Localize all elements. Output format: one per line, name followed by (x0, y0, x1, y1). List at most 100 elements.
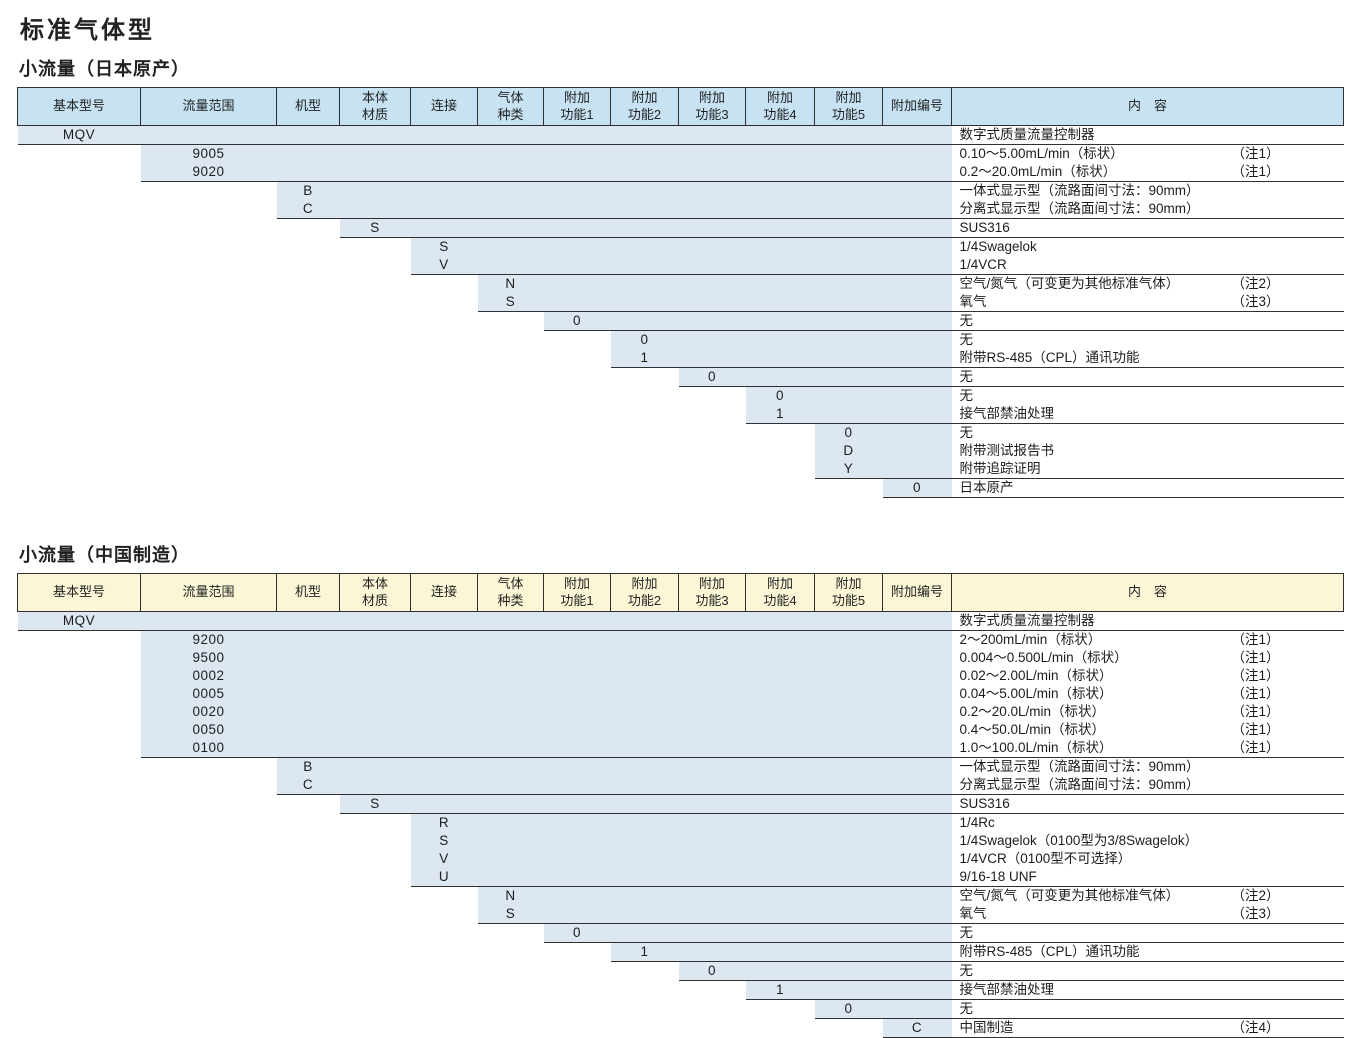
row-blank-space (17, 237, 411, 256)
content-text: 0.10～5.00mL/min（标状） (959, 146, 1124, 161)
content-cell: 0.04～5.00L/min（标状） （注1） (951, 685, 1344, 703)
content-cell: 一体式显示型（流路面间寸法：90mm） (951, 757, 1344, 776)
table-row: R 1/4Rc (17, 813, 1344, 832)
table-row: B 一体式显示型（流路面间寸法：90mm） (17, 181, 1344, 200)
row-blank-space (17, 256, 411, 275)
column-header: 本体 材质 (339, 87, 411, 126)
row-fill-span (276, 630, 952, 649)
content-cell: 一体式显示型（流路面间寸法：90mm） (951, 181, 1344, 200)
table-row: B 一体式显示型（流路面间寸法：90mm） (17, 757, 1344, 776)
table-subtitle-japan: 小流量（日本原产） (19, 59, 190, 79)
code-cell: MQV (17, 125, 141, 145)
table-row: MQV 数字式质量流量控制器 (17, 611, 1344, 631)
content-cell: 0.10～5.00mL/min（标状） （注1） (951, 144, 1344, 163)
row-fill-span (610, 311, 952, 331)
content-text: 0.02～2.00L/min（标状） (959, 668, 1113, 683)
content-text: 一体式显示型（流路面间寸法：90mm） (959, 183, 1200, 198)
row-fill-span (339, 200, 952, 219)
code-cell: 1 (745, 980, 815, 1000)
row-blank-space (17, 667, 141, 685)
content-cell: 1.0～100.0L/min（标状） （注1） (951, 739, 1344, 758)
content-text: 1/4Swagelok（0100型为3/8Swagelok） (959, 833, 1199, 848)
row-fill-span (410, 794, 952, 814)
column-header: 附加 功能3 (678, 573, 746, 612)
content-cell: SUS316 (951, 218, 1344, 238)
row-fill-span (543, 274, 952, 293)
row-fill-span (814, 980, 952, 1000)
content-note: （注1） (1231, 146, 1280, 161)
table-row: 9005 0.10～5.00mL/min（标状） （注1） (17, 144, 1344, 163)
row-fill-span (543, 886, 952, 905)
table-row: 1 附带RS-485（CPL）通讯功能 (17, 349, 1344, 368)
content-cell: 数字式质量流量控制器 (951, 125, 1344, 145)
content-cell: 无 (951, 423, 1344, 442)
content-cell: 1/4Swagelok（0100型为3/8Swagelok） (951, 832, 1344, 850)
code-cell: B (276, 757, 340, 776)
content-cell: 接气部禁油处理 (951, 405, 1344, 424)
row-blank-space (17, 405, 746, 424)
table-row: MQV 数字式质量流量控制器 (17, 125, 1344, 145)
row-blank-space (17, 163, 141, 182)
content-text: 无 (959, 388, 974, 403)
model-selection-table-japan: 基本型号 流量范围 机型 本体 材质 连接 气体 种类 附加 功能1 附加 功能2 附加 功能3… (17, 87, 1344, 498)
column-header: 气体 种类 (477, 573, 544, 612)
content-text: 空气/氮气（可变更为其他标准气体） (959, 276, 1180, 291)
table-row: S SUS316 (17, 218, 1344, 238)
content-cell: 分离式显示型（流路面间寸法：90mm） (951, 776, 1344, 795)
content-cell: 氧气 （注3） (951, 293, 1344, 312)
content-note: （注3） (1231, 906, 1280, 921)
content-cell: 无 (951, 386, 1344, 405)
content-text: 无 (959, 425, 974, 440)
table-row: 0050 0.4～50.0L/min（标状） （注1） (17, 721, 1344, 739)
table-row: S SUS316 (17, 794, 1344, 814)
column-header: 机型 (276, 573, 340, 612)
row-blank-space (17, 850, 411, 868)
content-text: 日本原产 (959, 480, 1014, 495)
code-cell: C (882, 1018, 952, 1038)
column-header: 内 容 (951, 87, 1344, 126)
column-header: 连接 (410, 573, 478, 612)
code-cell: 0005 (140, 685, 277, 703)
code-cell: V (410, 256, 478, 275)
code-cell: 0 (543, 923, 611, 943)
content-text: 1/4VCR（0100型不可选择） (959, 851, 1132, 866)
code-cell: 1 (610, 349, 679, 368)
content-cell: 1/4Rc (951, 813, 1344, 832)
content-cell: 附带测试报告书 (951, 442, 1344, 460)
code-cell: S (477, 293, 544, 312)
code-cell: 9500 (140, 649, 277, 667)
content-cell: 氧气 （注3） (951, 905, 1344, 924)
row-fill-span (745, 367, 952, 387)
header-row: 基本型号 流量范围 机型 本体 材质 连接 气体 种类 附加 功能1 附加 功能2 附加 功能3… (17, 87, 1344, 126)
code-cell: V (410, 850, 478, 868)
row-fill-span (882, 442, 952, 460)
column-header: 附加 功能1 (543, 87, 611, 126)
code-cell: 0050 (140, 721, 277, 739)
page-title: 标准气体型 (20, 17, 155, 44)
content-cell: 0.4～50.0L/min（标状） （注1） (951, 721, 1344, 739)
content-cell: 分离式显示型（流路面间寸法：90mm） (951, 200, 1344, 219)
row-fill-span (543, 905, 952, 924)
table-row: N 空气/氮气（可变更为其他标准气体） （注2） (17, 886, 1344, 905)
code-cell: 9005 (140, 144, 277, 163)
code-cell: U (410, 868, 478, 887)
content-text: 附带RS-485（CPL）通讯功能 (959, 944, 1140, 959)
model-selection-table-china: 基本型号 流量范围 机型 本体 材质 连接 气体 种类 附加 功能1 附加 功能2 附加 功能3… (17, 573, 1344, 1038)
row-fill-span (882, 999, 952, 1019)
content-cell: 无 (951, 923, 1344, 943)
row-blank-space (17, 905, 478, 924)
content-cell: 9/16-18 UNF (951, 868, 1344, 887)
content-cell: 数字式质量流量控制器 (951, 611, 1344, 631)
row-blank-space (17, 794, 340, 814)
code-cell: R (410, 813, 478, 832)
table-row: 0005 0.04～5.00L/min（标状） （注1） (17, 685, 1344, 703)
column-header: 气体 种类 (477, 87, 544, 126)
content-cell: 0.2～20.0mL/min（标状） （注1） (951, 163, 1344, 182)
code-cell: S (410, 237, 478, 256)
row-fill-span (477, 256, 952, 275)
code-cell: 0002 (140, 667, 277, 685)
code-cell: Y (814, 460, 883, 479)
row-blank-space (17, 739, 141, 758)
